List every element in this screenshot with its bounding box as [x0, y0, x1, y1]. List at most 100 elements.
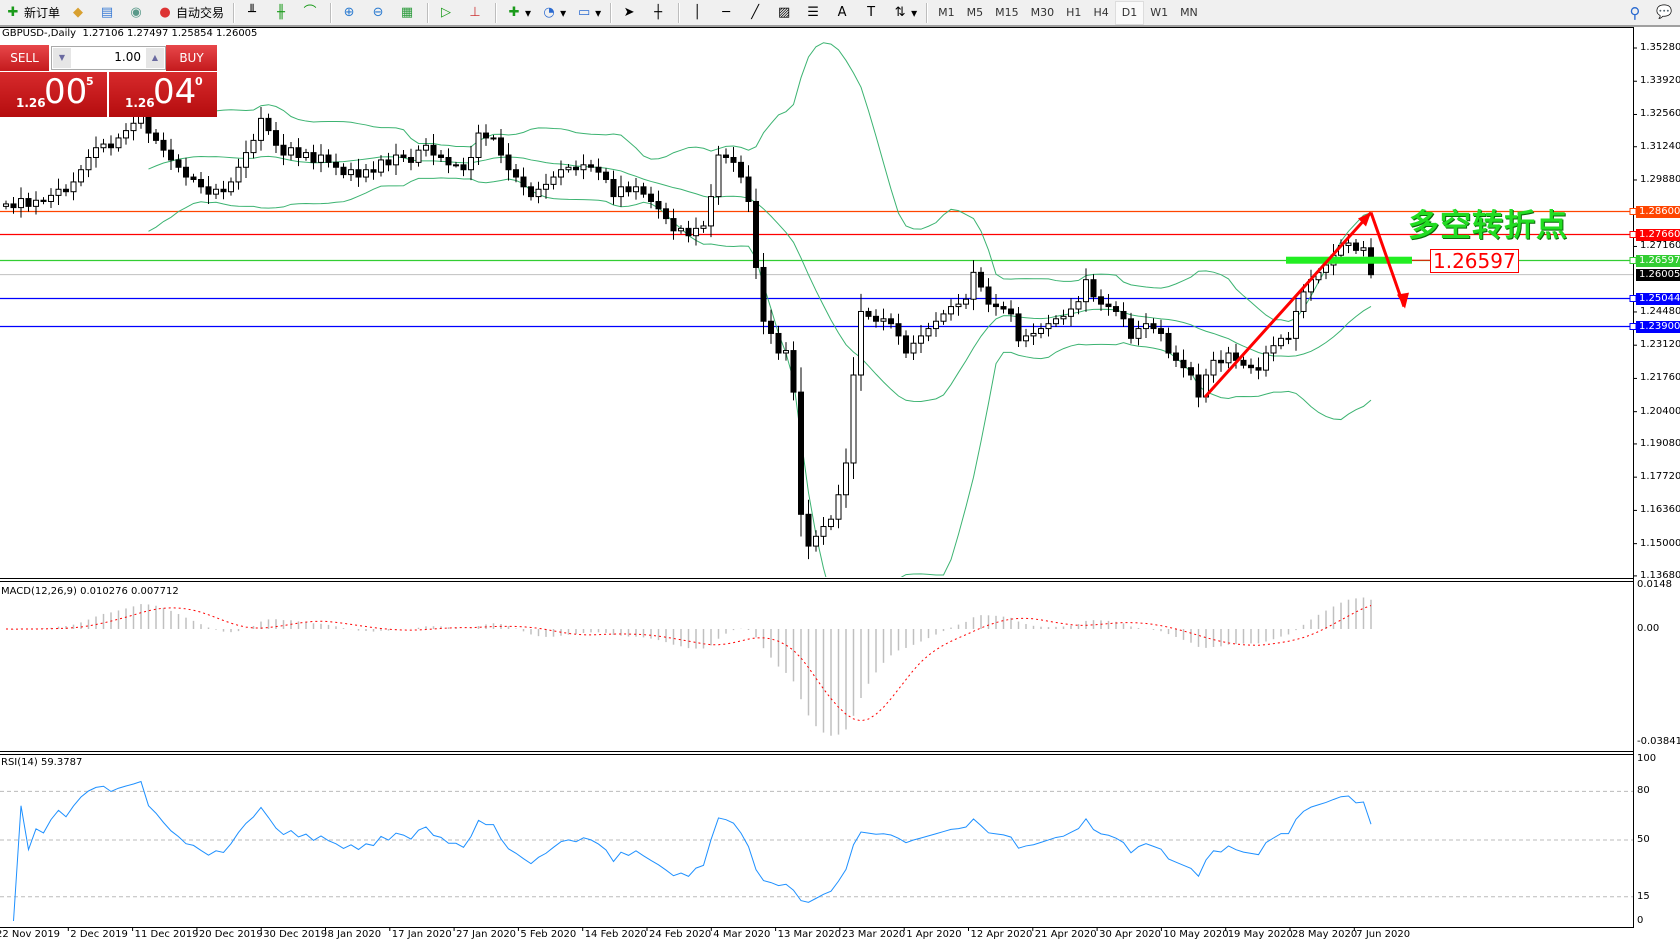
bearish-candle — [573, 166, 579, 171]
bearish-candle — [25, 198, 32, 207]
bullish-candle — [918, 335, 924, 344]
bid-price-label: 1.26005 — [1636, 268, 1680, 281]
bearish-candle — [610, 178, 617, 198]
date-axis-label: 17 Jan 2020 — [391, 929, 452, 940]
auto-scroll-button[interactable]: ▷ — [433, 2, 462, 24]
annotation-text[interactable]: 多空转折点 — [1408, 208, 1568, 244]
line-chart-button[interactable]: ⌒ — [297, 2, 326, 24]
bollinger-upper — [148, 42, 1372, 322]
date-axis-label: 23 Mar 2020 — [841, 929, 906, 940]
horizontal-line-tool[interactable]: ─ — [713, 2, 742, 24]
bullish-candle — [708, 196, 714, 227]
lot-size-stepper[interactable]: ▼ 1.00 ▲ — [51, 46, 166, 70]
horizontal-line-label: 1.26597 — [1636, 254, 1680, 267]
cursor-tool[interactable]: ➤ — [616, 2, 645, 24]
sell-price-pips: 00 — [44, 72, 88, 112]
bullish-candle — [228, 181, 234, 193]
chat-button[interactable]: 💬 — [1651, 2, 1680, 24]
annotation-price-label[interactable]: 1.26597 — [1430, 249, 1519, 273]
trendline-tool[interactable]: ╱ — [742, 2, 771, 24]
candlestick-button[interactable]: ╫ — [268, 2, 297, 24]
text-label-tool[interactable]: T — [858, 2, 887, 24]
horizontal-line-label: 1.28600 — [1636, 205, 1680, 218]
price-chart[interactable] — [0, 27, 1680, 943]
horizontal-line-icon: ─ — [722, 4, 731, 20]
bullish-candle — [1045, 323, 1052, 330]
zoom-out-button[interactable]: ⊖ — [365, 2, 394, 24]
decrease-lot-button[interactable]: ▼ — [53, 48, 71, 68]
bearish-candle — [460, 164, 467, 171]
bearish-candle — [430, 144, 437, 156]
up-arrow-head — [1358, 212, 1371, 227]
search-button[interactable]: ⚲ — [1622, 2, 1651, 24]
zoom-in-button[interactable]: ⊕ — [336, 2, 365, 24]
horizontal-line-label: 1.25044 — [1636, 292, 1680, 305]
auto-trading-button[interactable]: ● 自动交易 — [152, 2, 229, 24]
buy-price-button[interactable]: 1.26 04 0 — [109, 72, 217, 117]
channel-tool[interactable]: ▨ — [771, 2, 800, 24]
lot-size-input[interactable]: 1.00 — [114, 50, 141, 64]
periods-button[interactable]: ◔ ▾ — [536, 2, 571, 24]
bullish-candle — [678, 227, 684, 232]
new-order-button[interactable]: ✚ 新订单 — [0, 2, 65, 24]
tile-windows-button[interactable]: ▦ — [394, 2, 423, 24]
up-arrow-line — [1203, 211, 1373, 399]
bearish-candle — [400, 154, 407, 158]
buy-price-prefix: 1.26 — [125, 96, 155, 110]
bar-chart-button[interactable]: ╨ — [239, 2, 268, 24]
timeframe-m1[interactable]: M1 — [938, 5, 955, 19]
timeframe-w1[interactable]: W1 — [1150, 5, 1169, 19]
bearish-candle — [1000, 306, 1007, 310]
bearish-candle — [10, 203, 17, 209]
vertical-line-tool[interactable]: │ — [684, 2, 713, 24]
bullish-candle — [378, 159, 384, 173]
bearish-candle — [265, 117, 272, 132]
timeframe-m15[interactable]: M15 — [995, 5, 1019, 19]
buy-price-pips: 04 — [153, 72, 197, 112]
bullish-candle — [700, 225, 707, 229]
market-watch-button[interactable]: ◆ — [65, 2, 94, 24]
price-axis-label: 1.19080 — [1640, 437, 1680, 449]
timeframe-mn[interactable]: MN — [1180, 5, 1198, 19]
signals-button[interactable]: ◉ — [123, 2, 152, 24]
equidistant-channel-icon: ▨ — [777, 4, 791, 20]
timeframe-m30[interactable]: M30 — [1030, 5, 1055, 19]
bearish-candle — [745, 176, 752, 202]
bullish-candle — [948, 306, 954, 315]
buy-button[interactable]: BUY — [166, 45, 217, 71]
bullish-candle — [933, 320, 939, 330]
bearish-candle — [993, 303, 999, 308]
navigator-button[interactable]: ▤ — [94, 2, 123, 24]
divider — [678, 2, 681, 23]
bullish-candle — [1075, 301, 1082, 310]
sell-price-button[interactable]: 1.26 00 5 — [0, 72, 107, 117]
bullish-candle — [303, 152, 309, 158]
sell-button[interactable]: SELL — [0, 45, 49, 72]
chart-shift-button[interactable]: ⊥ — [462, 2, 491, 24]
bullish-candle — [1360, 247, 1367, 251]
fibonacci-tool[interactable]: ☰ — [800, 2, 829, 24]
bullish-candle — [940, 313, 947, 322]
date-axis-label: 13 Mar 2020 — [777, 929, 841, 940]
arrows-tool[interactable]: ⇅ ▾ — [887, 2, 922, 24]
date-axis-label: 20 Dec 2019 — [198, 929, 263, 940]
bearish-candle — [445, 156, 452, 166]
bearish-candle — [603, 171, 609, 180]
increase-lot-button[interactable]: ▲ — [146, 48, 164, 68]
indicators-button[interactable]: ✚ ▾ — [501, 2, 536, 24]
bearish-candle — [648, 193, 654, 202]
timeframe-m5[interactable]: M5 — [966, 5, 984, 19]
bullish-candle — [1038, 328, 1044, 334]
price-axis-label: 1.23120 — [1640, 339, 1680, 351]
crosshair-tool[interactable]: ┼ — [645, 2, 674, 24]
templates-button[interactable]: ▭ ▾ — [577, 4, 602, 20]
price-axis-label: 1.31240 — [1640, 140, 1680, 152]
timeframe-d1[interactable]: D1 — [1114, 0, 1145, 25]
auto-scroll-icon: ▷ — [441, 4, 452, 20]
timeframe-h1[interactable]: H1 — [1066, 5, 1082, 19]
bullish-candle — [1210, 359, 1217, 376]
terminal-icon: ▤ — [100, 4, 114, 20]
timeframe-h4[interactable]: H4 — [1093, 5, 1109, 19]
text-tool[interactable]: A — [829, 2, 858, 24]
fibonacci-icon: ☰ — [807, 4, 819, 20]
